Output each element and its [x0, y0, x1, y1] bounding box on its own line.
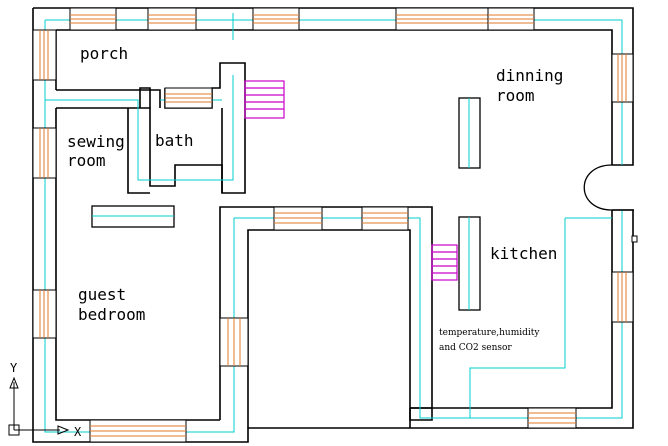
window-right-1	[611, 53, 634, 103]
window-top-4	[395, 7, 489, 31]
window-guest-bedroom	[219, 317, 249, 367]
window-corridor-1	[273, 206, 323, 231]
window-top-5	[487, 7, 535, 31]
bath-label: bath	[155, 131, 194, 150]
sewing-room-label-line2: room	[67, 151, 106, 170]
guest-bedroom-label-line2: bedroom	[78, 305, 145, 324]
windows	[32, 7, 634, 443]
sensor-label-line1: temperature,humidity	[439, 328, 540, 338]
window-left-1	[32, 29, 57, 81]
sensor-label-line2: and CO2 sensor	[439, 343, 512, 353]
ucs-axis-icon: Y X	[8, 361, 82, 439]
porch-label: porch	[80, 44, 128, 63]
window-bottom-2	[527, 407, 577, 429]
sewing-table	[91, 205, 175, 228]
kitchen-label: kitchen	[490, 244, 557, 263]
window-left-2	[32, 127, 57, 179]
window-top-2	[147, 7, 197, 31]
kitchen-counter	[458, 216, 481, 311]
window-corridor-2	[361, 206, 409, 231]
sewing-room-label-line1: sewing	[67, 132, 125, 151]
window-bottom-1	[89, 419, 187, 443]
dining-room-label-line2: room	[496, 86, 535, 105]
guest-bedroom-label-line1: guest	[78, 285, 126, 304]
ucs-y-label: Y	[10, 361, 18, 375]
dining-table	[458, 97, 481, 169]
window-top-3	[252, 7, 300, 31]
window-top-1	[69, 7, 117, 31]
door	[583, 164, 638, 243]
dining-room-label-line1: dinning	[496, 66, 563, 85]
window-left-3	[32, 289, 57, 339]
stairs-upper	[244, 80, 285, 119]
inner-walls	[56, 62, 433, 428]
window-right-2	[611, 271, 634, 323]
inner-offset-lines	[44, 13, 623, 433]
ucs-x-label: X	[74, 425, 82, 439]
stairs-kitchen	[431, 244, 458, 281]
window-bath	[164, 87, 213, 109]
